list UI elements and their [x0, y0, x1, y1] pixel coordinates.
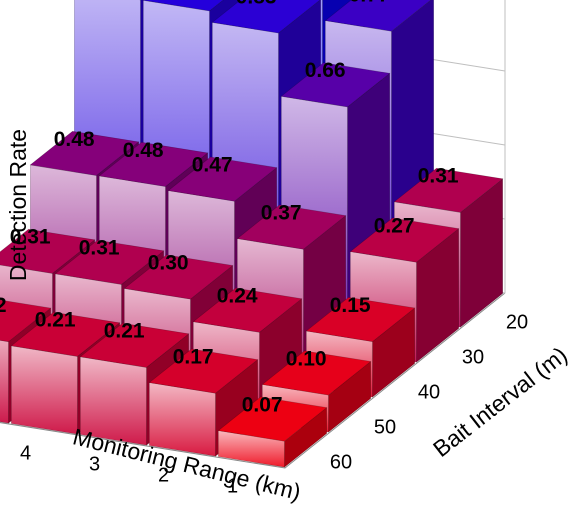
bar-top [305, 297, 416, 342]
data-label: 0.24 [217, 285, 258, 308]
bar-top [98, 141, 209, 187]
data-label: 0.21 [104, 320, 145, 343]
data-label: 0.37 [261, 201, 302, 224]
bar-top [54, 239, 165, 285]
y-axis-label: Detection Rate [5, 129, 31, 281]
bar-top [142, 0, 224, 12]
chart-bars [0, 0, 504, 468]
data-label: 0.31 [79, 237, 120, 260]
data-label: 0.48 [123, 139, 164, 162]
data-label: 0.21 [35, 309, 76, 332]
bar-top [148, 348, 259, 394]
data-label: 0.27 [374, 214, 415, 237]
bar-top [0, 299, 52, 343]
floor-edge [0, 292, 506, 469]
bar-top [192, 287, 303, 333]
bar-top [79, 322, 190, 368]
data-label: 0.17 [173, 345, 214, 368]
data-label: 0.77 [349, 0, 390, 6]
chart-ticks: 543212030405060 [20, 312, 528, 498]
bar-top [29, 130, 140, 176]
bar-top [349, 217, 460, 263]
chart-data-labels: 1.001.000.960.770.310.860.860.830.660.27… [0, 0, 459, 416]
bar-top [10, 311, 121, 357]
x-tick-label: 2 [158, 465, 169, 487]
z-tick-label: 40 [418, 382, 440, 404]
data-label: 0.31 [10, 226, 51, 249]
x-tick-label: 4 [20, 443, 31, 465]
bar-top [211, 0, 321, 34]
bar-front [0, 340, 9, 424]
z-tick-label: 20 [506, 312, 528, 334]
data-label: 0.07 [242, 393, 283, 416]
bar-top [324, 0, 432, 32]
z-tick-label: 60 [330, 452, 352, 474]
z-axis-label: Bait Interval (m) [428, 341, 572, 461]
bar-top [280, 62, 391, 108]
data-label: 0.10 [286, 347, 327, 370]
bar-top [0, 228, 96, 274]
bar-top [393, 167, 504, 213]
data-label: 0.66 [305, 59, 346, 82]
bar-top [236, 204, 347, 250]
data-label: 0.47 [192, 153, 233, 176]
data-label: 0.83 [236, 0, 277, 8]
x-tick-label: 1 [227, 476, 238, 498]
x-tick-label: 3 [89, 454, 100, 476]
z-tick-label: 50 [374, 417, 396, 439]
data-label: 0.22 [0, 294, 7, 317]
z-tick-label: 30 [462, 347, 484, 369]
bar-top [217, 396, 328, 442]
data-label: 0.48 [54, 128, 95, 151]
data-label: 0.15 [330, 294, 371, 317]
bar-top [261, 350, 372, 396]
data-label: 0.31 [418, 165, 459, 188]
bar-front [11, 345, 78, 435]
data-label: 0.30 [148, 251, 189, 274]
bar-top [167, 156, 278, 202]
bar-top [123, 254, 234, 300]
